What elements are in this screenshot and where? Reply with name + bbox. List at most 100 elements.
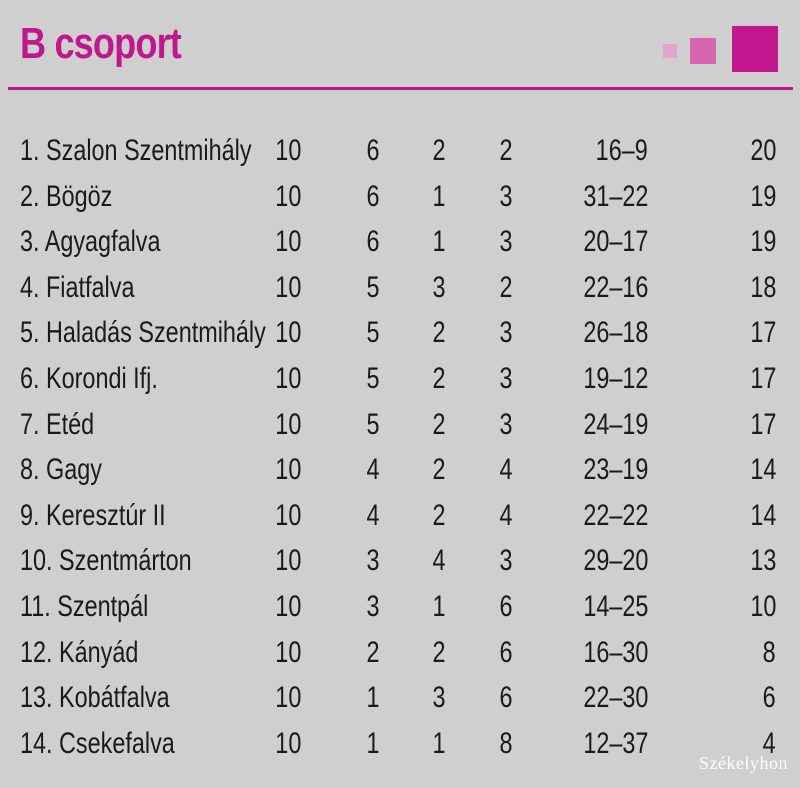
table-row: 12. Kányád 10 2 2 6 16–30 8 — [0, 630, 800, 676]
won-cell: 6 — [366, 225, 380, 259]
won-cell: 3 — [366, 589, 380, 623]
drawn-cell: 3 — [432, 270, 446, 304]
lost-cell: 3 — [499, 407, 513, 441]
table-row: 5. Haladás Szentmihály 10 5 2 3 26–18 17 — [0, 310, 800, 356]
goals-cell: 12–37 — [582, 726, 648, 760]
drawn-cell: 1 — [432, 726, 446, 760]
goals-cell: 23–19 — [582, 453, 648, 487]
goals-cell: 22–16 — [582, 270, 648, 304]
header-divider — [8, 87, 793, 90]
drawn-cell: 3 — [432, 681, 446, 715]
played-cell: 10 — [275, 681, 302, 715]
goals-cell: 16–9 — [595, 134, 648, 167]
won-cell: 6 — [366, 134, 380, 167]
played-cell: 10 — [275, 635, 302, 669]
team-name: 4. Fiatfalva — [20, 270, 135, 304]
lost-cell: 2 — [499, 270, 513, 304]
lost-cell: 2 — [499, 134, 513, 167]
lost-cell: 3 — [499, 225, 513, 259]
won-cell: 4 — [366, 453, 380, 487]
drawn-cell: 2 — [432, 407, 446, 441]
won-cell: 5 — [366, 407, 380, 441]
table-row: 4. Fiatfalva 10 5 3 2 22–16 18 — [0, 265, 800, 311]
points-cell: 13 — [749, 544, 776, 578]
goals-cell: 26–18 — [582, 316, 648, 350]
won-cell: 5 — [366, 316, 380, 350]
played-cell: 10 — [275, 225, 302, 259]
lost-cell: 3 — [499, 544, 513, 578]
drawn-cell: 2 — [432, 316, 446, 350]
lost-cell: 3 — [499, 361, 513, 395]
won-cell: 5 — [366, 361, 380, 395]
table-row: 1. Szalon Szentmihály 10 6 2 2 16–9 20 — [0, 128, 800, 174]
team-name: 8. Gagy — [20, 453, 102, 487]
played-cell: 10 — [275, 407, 302, 441]
won-cell: 2 — [366, 635, 380, 669]
table-row: 11. Szentpál 10 3 1 6 14–25 10 — [0, 584, 800, 630]
goals-cell: 29–20 — [582, 544, 648, 578]
team-name: 3. Agyagfalva — [20, 225, 161, 259]
lost-cell: 4 — [499, 498, 513, 532]
standings-table: 1. Szalon Szentmihály 10 6 2 2 16–9 20 2. Bögöz… — [0, 128, 800, 766]
played-cell: 10 — [275, 134, 302, 167]
team-name: 10. Szentmárton — [20, 544, 192, 578]
table-row: 13. Kobátfalva 10 1 3 6 22–30 6 — [0, 675, 800, 721]
points-cell: 18 — [749, 270, 776, 304]
table-row: 8. Gagy 10 4 2 4 23–19 14 — [0, 447, 800, 493]
played-cell: 10 — [275, 544, 302, 578]
team-name: 11. Szentpál — [20, 589, 149, 623]
team-name: 5. Haladás Szentmihály — [20, 316, 266, 350]
goals-cell: 24–19 — [582, 407, 648, 441]
lost-cell: 4 — [499, 453, 513, 487]
lost-cell: 6 — [499, 589, 513, 623]
table-row: 7. Etéd 10 5 2 3 24–19 17 — [0, 402, 800, 448]
drawn-cell: 1 — [432, 225, 446, 259]
played-cell: 10 — [275, 589, 302, 623]
played-cell: 10 — [275, 179, 302, 213]
drawn-cell: 2 — [432, 361, 446, 395]
drawn-cell: 2 — [432, 635, 446, 669]
drawn-cell: 1 — [432, 589, 446, 623]
points-cell: 20 — [749, 134, 776, 167]
points-cell: 19 — [749, 179, 776, 213]
won-cell: 1 — [366, 681, 380, 715]
points-cell: 4 — [762, 726, 776, 760]
team-name: 12. Kányád — [20, 635, 139, 669]
goals-cell: 22–30 — [582, 681, 648, 715]
goals-cell: 22–22 — [582, 498, 648, 532]
watermark-logo: Székelyhon — [699, 753, 788, 773]
played-cell: 10 — [275, 270, 302, 304]
won-cell: 5 — [366, 270, 380, 304]
team-name: 14. Csekefalva — [20, 726, 175, 760]
drawn-cell: 2 — [432, 453, 446, 487]
team-name: 6. Korondi Ifj. — [20, 361, 158, 395]
team-name: 7. Etéd — [20, 407, 95, 441]
points-cell: 10 — [749, 589, 776, 623]
points-cell: 17 — [749, 316, 776, 350]
lost-cell: 6 — [499, 681, 513, 715]
drawn-cell: 1 — [432, 179, 446, 213]
points-cell: 19 — [749, 225, 776, 259]
table-row: 10. Szentmárton 10 3 4 3 29–20 13 — [0, 538, 800, 584]
team-name: 2. Bögöz — [20, 179, 113, 213]
points-cell: 17 — [749, 361, 776, 395]
decor-square-small — [663, 44, 677, 58]
won-cell: 4 — [366, 498, 380, 532]
drawn-cell: 2 — [432, 134, 446, 167]
lost-cell: 6 — [499, 635, 513, 669]
lost-cell: 3 — [499, 179, 513, 213]
goals-cell: 14–25 — [582, 589, 648, 623]
goals-cell: 20–17 — [582, 225, 648, 259]
team-name: 9. Keresztúr II — [20, 498, 166, 532]
points-cell: 8 — [762, 635, 776, 669]
points-cell: 6 — [762, 681, 776, 715]
points-cell: 14 — [749, 498, 776, 532]
drawn-cell: 4 — [432, 544, 446, 578]
team-name: 13. Kobátfalva — [20, 681, 170, 715]
won-cell: 3 — [366, 544, 380, 578]
team-name: 1. Szalon Szentmihály — [20, 134, 252, 167]
table-row: 6. Korondi Ifj. 10 5 2 3 19–12 17 — [0, 356, 800, 402]
won-cell: 1 — [366, 726, 380, 760]
lost-cell: 3 — [499, 316, 513, 350]
